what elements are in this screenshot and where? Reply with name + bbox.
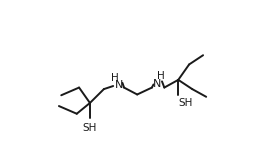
Text: H: H bbox=[157, 71, 165, 81]
Text: N: N bbox=[115, 80, 124, 90]
Text: H: H bbox=[111, 73, 118, 82]
Text: SH: SH bbox=[179, 98, 193, 108]
Text: SH: SH bbox=[83, 123, 97, 133]
Text: N: N bbox=[152, 79, 161, 89]
